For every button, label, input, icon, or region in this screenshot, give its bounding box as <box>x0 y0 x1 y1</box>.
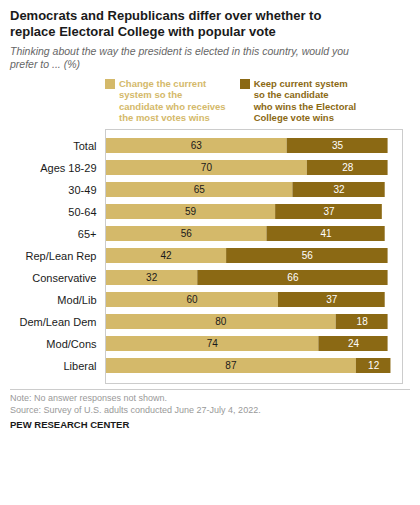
html-text:Change the current system so t: Change the current system so the candida… <box>119 77 226 123</box>
svg-text:66: 66 <box>287 273 299 284</box>
svg-text:Mod/Lib: Mod/Lib <box>57 294 96 306</box>
svg-text:70: 70 <box>201 163 213 174</box>
svg-text:50-64: 50-64 <box>68 206 96 218</box>
svg-text:Mod/Cons: Mod/Cons <box>46 338 97 350</box>
svg-text:18: 18 <box>357 317 369 328</box>
html-text:PEW RESEARCH CENTER: PEW RESEARCH CENTER <box>10 418 130 430</box>
svg-text:37: 37 <box>323 207 335 218</box>
svg-text:Total: Total <box>73 140 96 152</box>
svg-text:37: 37 <box>326 295 338 306</box>
svg-text:Liberal: Liberal <box>63 360 96 372</box>
svg-text:Conservative: Conservative <box>32 272 96 284</box>
svg-text:42: 42 <box>160 251 172 262</box>
svg-text:Dem/Lean Dem: Dem/Lean Dem <box>19 316 96 328</box>
svg-text:24: 24 <box>348 339 360 350</box>
svg-text:32: 32 <box>334 185 346 196</box>
svg-text:65+: 65+ <box>78 228 97 240</box>
svg-text:80: 80 <box>215 317 227 328</box>
html-text:Keep current system so the can: Keep current system so the candidate who… <box>253 77 357 123</box>
svg-text:60: 60 <box>186 295 198 306</box>
svg-text:12: 12 <box>368 361 380 372</box>
svg-text:30-49: 30-49 <box>68 184 96 196</box>
svg-text:74: 74 <box>207 339 219 350</box>
html-text:Thinking about the way the pre: Thinking about the way the president is … <box>10 44 349 71</box>
svg-text:59: 59 <box>185 207 197 218</box>
svg-text:65: 65 <box>194 185 206 196</box>
svg-text:Ages 18-29: Ages 18-29 <box>40 162 96 174</box>
svg-text:32: 32 <box>146 273 158 284</box>
svg-text:28: 28 <box>342 163 354 174</box>
html-text:Note: No answer responses not: Note: No answer responses not shown. Sou… <box>10 393 261 415</box>
html-text:Democrats and Republicans diff: Democrats and Republicans differ over wh… <box>10 8 322 40</box>
svg-text:35: 35 <box>332 141 344 152</box>
svg-text:Rep/Lean Rep: Rep/Lean Rep <box>26 250 97 262</box>
svg-text:87: 87 <box>225 361 237 372</box>
svg-text:56: 56 <box>181 229 193 240</box>
svg-text:56: 56 <box>302 251 314 262</box>
svg-text:41: 41 <box>321 229 333 240</box>
svg-text:63: 63 <box>191 141 203 152</box>
